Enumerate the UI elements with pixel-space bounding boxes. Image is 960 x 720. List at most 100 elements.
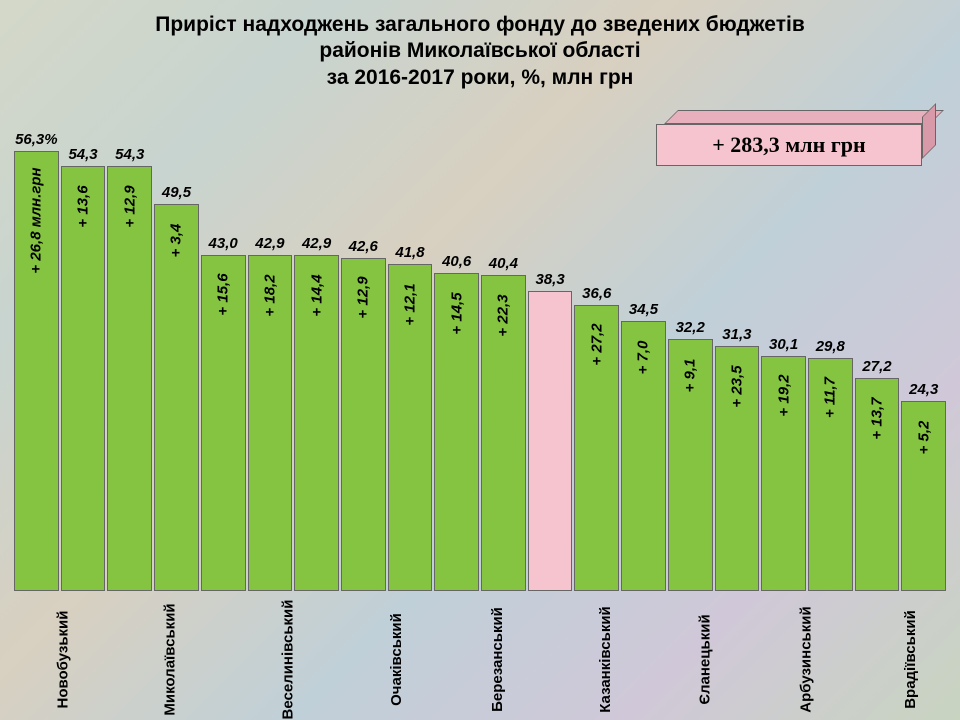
bar: 41,8+ 12,1 — [388, 264, 433, 591]
bar-top-label: 27,2 — [862, 358, 891, 379]
bar-top-label: 40,4 — [489, 255, 518, 276]
bar: 31,3+ 23,5 — [715, 346, 760, 591]
x-label: Березанський — [445, 597, 550, 669]
bar-top-label: 43,0 — [209, 235, 238, 256]
bar-column: 42,9+ 18,2 — [248, 255, 293, 590]
bar-top-label: 29,8 — [816, 338, 845, 359]
bar: 54,3+ 13,6 — [61, 166, 106, 590]
bar-column: 34,5+ 7,0 — [621, 321, 666, 591]
x-label: Миколаївський — [114, 597, 226, 669]
bar: 30,1+ 19,2 — [761, 356, 806, 591]
bars-area: 56,3%+ 26,8 млн.грн54,3+ 13,654,3+ 12,94… — [8, 151, 952, 591]
bar-inside-label: + 27,2 — [588, 324, 605, 366]
bar-top-label: 54,3 — [115, 146, 144, 167]
bar-column: 36,6+ 27,2 — [574, 305, 619, 591]
bar-column: 56,3%+ 26,8 млн.грн — [14, 151, 59, 591]
bar-inside-label: + 12,9 — [355, 277, 372, 319]
x-label: Новобузький — [14, 597, 112, 669]
bar: 32,2+ 9,1 — [668, 339, 713, 591]
x-label: Врадіївський — [861, 597, 960, 669]
x-label-text: Березанський — [489, 607, 506, 712]
bar-top-label: 30,1 — [769, 336, 798, 357]
title-line: за 2016-2017 роки, %, млн грн — [8, 65, 952, 91]
bar-top-label: 42,9 — [302, 235, 331, 256]
bar: 42,6+ 12,9 — [341, 258, 386, 591]
bar-column: 54,3+ 12,9 — [107, 166, 152, 590]
bar-top-label: 36,6 — [582, 285, 611, 306]
bar: 29,8+ 11,7 — [808, 358, 853, 591]
bar-column: 49,5+ 3,4 — [154, 204, 199, 591]
title-line: Приріст надходжень загального фонду до з… — [8, 12, 952, 38]
bar: 27,2+ 13,7 — [855, 378, 900, 591]
bar-column: 31,3+ 23,5 — [715, 346, 760, 591]
bar-column: 42,6+ 12,9 — [341, 258, 386, 591]
x-label-text: Миколаївський — [162, 603, 179, 715]
bar-top-label: 32,2 — [676, 319, 705, 340]
bar-column: 42,9+ 14,4 — [294, 255, 339, 590]
chart-container: Приріст надходжень загального фонду до з… — [0, 0, 960, 720]
bar-top-label: 56,3% — [15, 131, 58, 152]
bar: 34,5+ 7,0 — [621, 321, 666, 591]
bar-inside-label: + 18,2 — [261, 274, 278, 316]
x-label-text: Єланецький — [697, 614, 714, 704]
bar-column: 27,2+ 13,7 — [855, 378, 900, 591]
bar-inside-label: + 23,5 — [728, 365, 745, 407]
bar-inside-label: + 9,1 — [682, 358, 699, 392]
bar-top-label: 42,6 — [349, 238, 378, 259]
x-label-text: Врадіївський — [902, 610, 919, 709]
bar-inside-label: + 13,6 — [75, 185, 92, 227]
bar-inside-label: + 13,7 — [869, 397, 886, 439]
title-line: районів Миколаївської області — [8, 38, 952, 64]
bar-inside-label: + 3,4 — [168, 223, 185, 257]
x-label: Казанківський — [552, 597, 659, 669]
bar-top-label: 49,5 — [162, 184, 191, 205]
x-label: Єланецький — [660, 597, 750, 669]
bar: 40,4+ 22,3 — [481, 275, 526, 591]
bar-inside-label: + 14,5 — [448, 292, 465, 334]
bar: 38,3 — [528, 291, 573, 590]
bar-column: 40,6+ 14,5 — [434, 273, 479, 590]
bar-inside-label: + 14,4 — [308, 274, 325, 316]
bar: 49,5+ 3,4 — [154, 204, 199, 591]
x-label-text: Новобузький — [55, 610, 72, 708]
bar-column: 40,4+ 22,3 — [481, 275, 526, 591]
bar-inside-label: + 26,8 млн.грн — [28, 168, 45, 274]
x-label-text: Очаківський — [388, 613, 405, 706]
bar: 54,3+ 12,9 — [107, 166, 152, 590]
bar-inside-label: + 7,0 — [635, 340, 652, 374]
x-label-text: Казанківський — [597, 606, 614, 713]
bar-top-label: 41,8 — [395, 244, 424, 265]
bar-top-label: 31,3 — [722, 326, 751, 347]
bar-top-label: 34,5 — [629, 301, 658, 322]
bar-top-label: 24,3 — [909, 381, 938, 402]
bar: 24,3+ 5,2 — [901, 401, 946, 591]
bar-inside-label: + 19,2 — [775, 374, 792, 416]
bar-inside-label: + 12,9 — [121, 185, 138, 227]
x-label-text: Веселинівський — [280, 599, 297, 719]
bar: 40,6+ 14,5 — [434, 273, 479, 590]
x-axis-labels: НовобузькийМиколаївськийВеселинівськийОч… — [8, 597, 952, 669]
bar-inside-label: + 22,3 — [495, 294, 512, 336]
bar-top-label: 54,3 — [68, 146, 97, 167]
callout-top-face — [664, 110, 944, 124]
bar-column: 54,3+ 13,6 — [61, 166, 106, 590]
chart-title: Приріст надходжень загального фонду до з… — [8, 12, 952, 91]
bar-column: 38,3 — [528, 291, 573, 590]
x-label: Очаківський — [350, 597, 443, 669]
bar-inside-label: + 5,2 — [915, 420, 932, 454]
bar: 56,3%+ 26,8 млн.грн — [14, 151, 59, 591]
bar-column: 24,3+ 5,2 — [901, 401, 946, 591]
bar-top-label: 42,9 — [255, 235, 284, 256]
bar-column: 32,2+ 9,1 — [668, 339, 713, 591]
bar-top-label: 40,6 — [442, 253, 471, 274]
bar-column: 41,8+ 12,1 — [388, 264, 433, 591]
bar-column: 43,0+ 15,6 — [201, 255, 246, 591]
bar-top-label: 38,3 — [535, 271, 564, 292]
bar-inside-label: + 15,6 — [215, 274, 232, 316]
bar: 36,6+ 27,2 — [574, 305, 619, 591]
bar-column: 30,1+ 19,2 — [761, 356, 806, 591]
bar: 42,9+ 18,2 — [248, 255, 293, 590]
bar-column: 29,8+ 11,7 — [808, 358, 853, 591]
x-label-text: Арбузинський — [798, 606, 815, 712]
x-label: Веселинівський — [228, 597, 348, 669]
